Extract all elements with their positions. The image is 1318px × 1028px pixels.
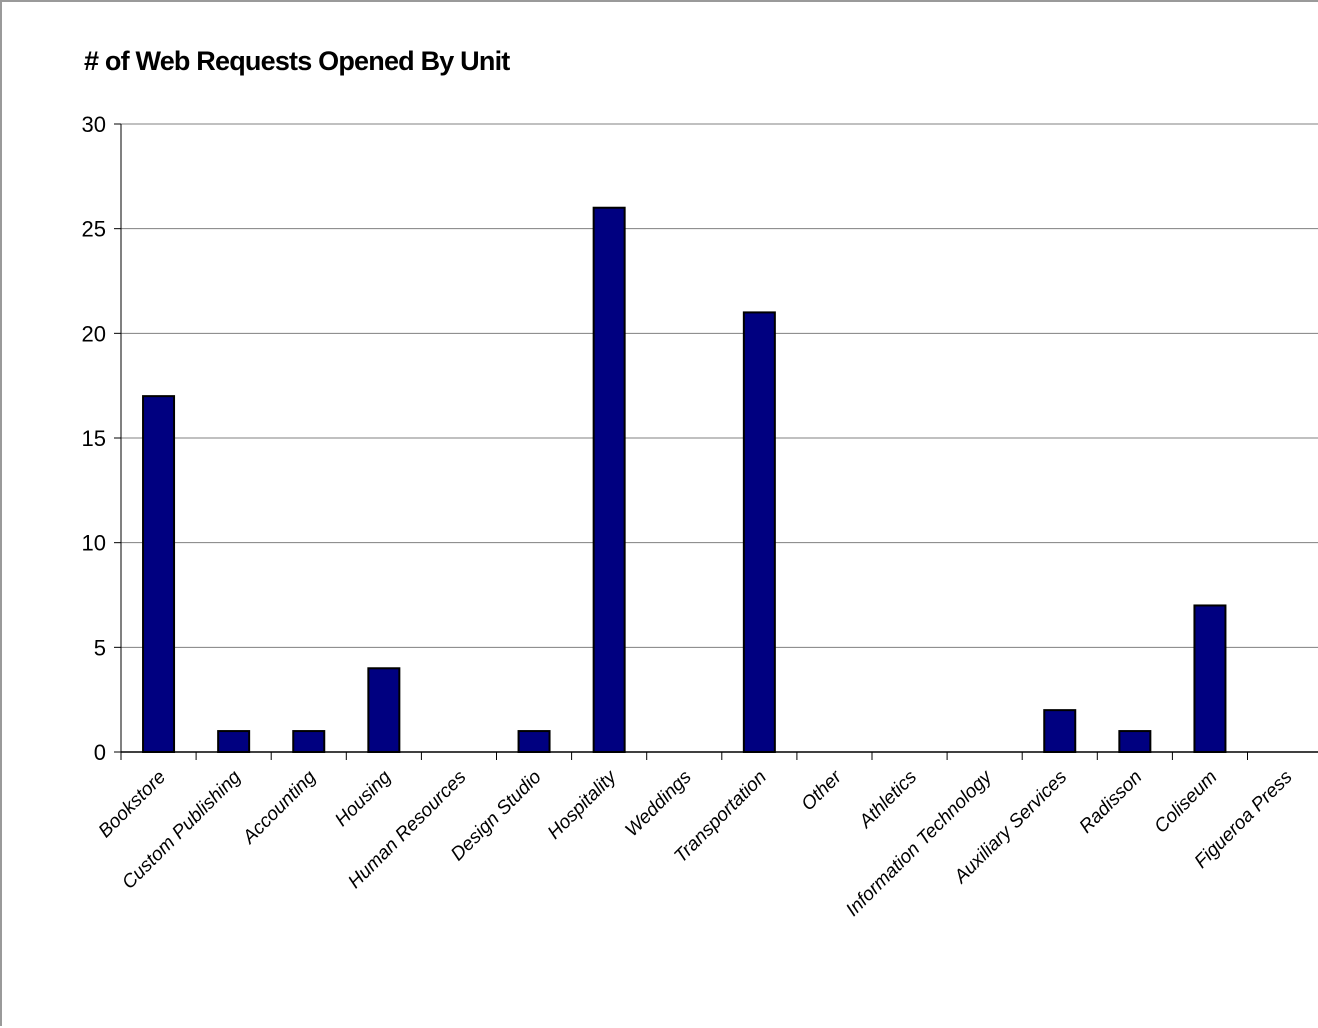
- x-tick-label: Hospitality: [544, 766, 622, 844]
- y-tick-label: 30: [82, 112, 106, 137]
- bar: [592, 206, 626, 753]
- bar: [1043, 709, 1077, 754]
- bar: [742, 311, 776, 753]
- y-tick-label: 10: [82, 531, 106, 556]
- y-tick-labels: 0 5 10 15 20 25 30: [82, 112, 106, 765]
- x-tick-label: Information Technology: [842, 766, 997, 921]
- bar: [292, 730, 326, 753]
- bar: [367, 667, 401, 753]
- bar: [1193, 604, 1227, 754]
- y-tick-label: 5: [94, 635, 106, 660]
- y-tick-label: 0: [94, 740, 106, 765]
- bar: [1118, 730, 1152, 753]
- x-tick-label: Weddings: [621, 766, 696, 841]
- y-tick-label: 15: [82, 426, 106, 451]
- bar: [517, 730, 551, 753]
- x-tick-label: Radisson: [1076, 767, 1147, 838]
- x-tick-label: Other: [798, 766, 847, 815]
- x-tick-label: Coliseum: [1151, 767, 1222, 838]
- x-tick-label: Athletics: [855, 766, 922, 833]
- x-tick-label: Accounting: [238, 766, 320, 848]
- y-tick-label: 25: [82, 217, 106, 242]
- x-tick-label: Bookstore: [95, 767, 170, 842]
- bar: [217, 730, 251, 753]
- x-tick-label: Housing: [331, 766, 395, 830]
- chart-title: # of Web Requests Opened By Unit: [84, 46, 510, 76]
- bar: [142, 395, 176, 753]
- bars: [142, 206, 1227, 754]
- y-tick-label: 20: [82, 321, 106, 346]
- axes: [114, 123, 1318, 760]
- gridlines: [121, 123, 1318, 648]
